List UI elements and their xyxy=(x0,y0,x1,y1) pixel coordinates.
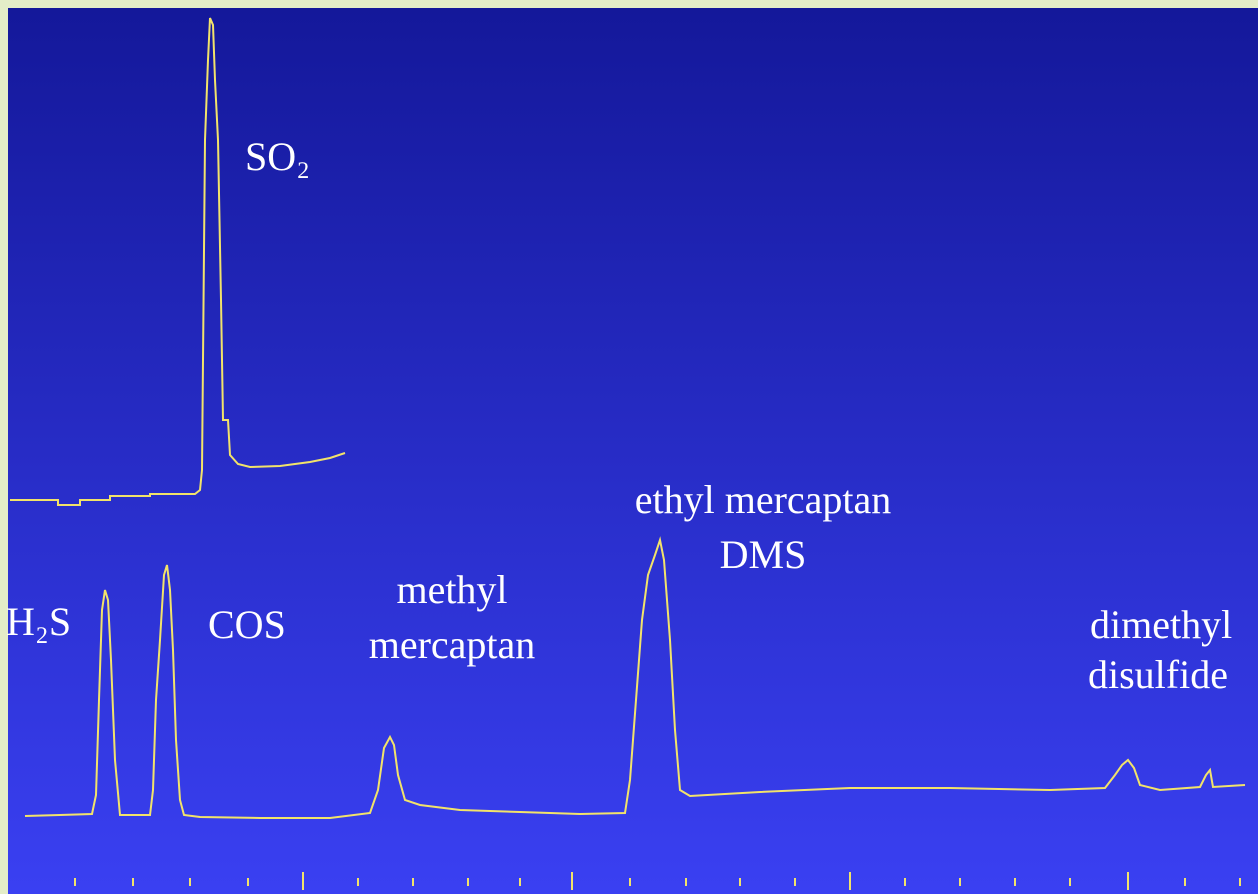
peak-label: methyl xyxy=(396,567,507,612)
peak-label: dimethyl xyxy=(1090,602,1232,647)
peak-label: DMS xyxy=(720,532,807,577)
peak-label: mercaptan xyxy=(369,622,536,667)
peak-label: COS xyxy=(208,602,286,647)
peak-label: SO₂ xyxy=(245,134,310,179)
peak-label: ethyl mercaptan xyxy=(635,477,892,522)
peak-label: disulfide xyxy=(1088,652,1228,697)
upper-trace xyxy=(10,17,346,506)
time-axis xyxy=(74,872,1241,890)
peak-label: H₂S xyxy=(6,599,71,644)
background xyxy=(8,8,1258,894)
lower-trace xyxy=(24,536,1246,819)
